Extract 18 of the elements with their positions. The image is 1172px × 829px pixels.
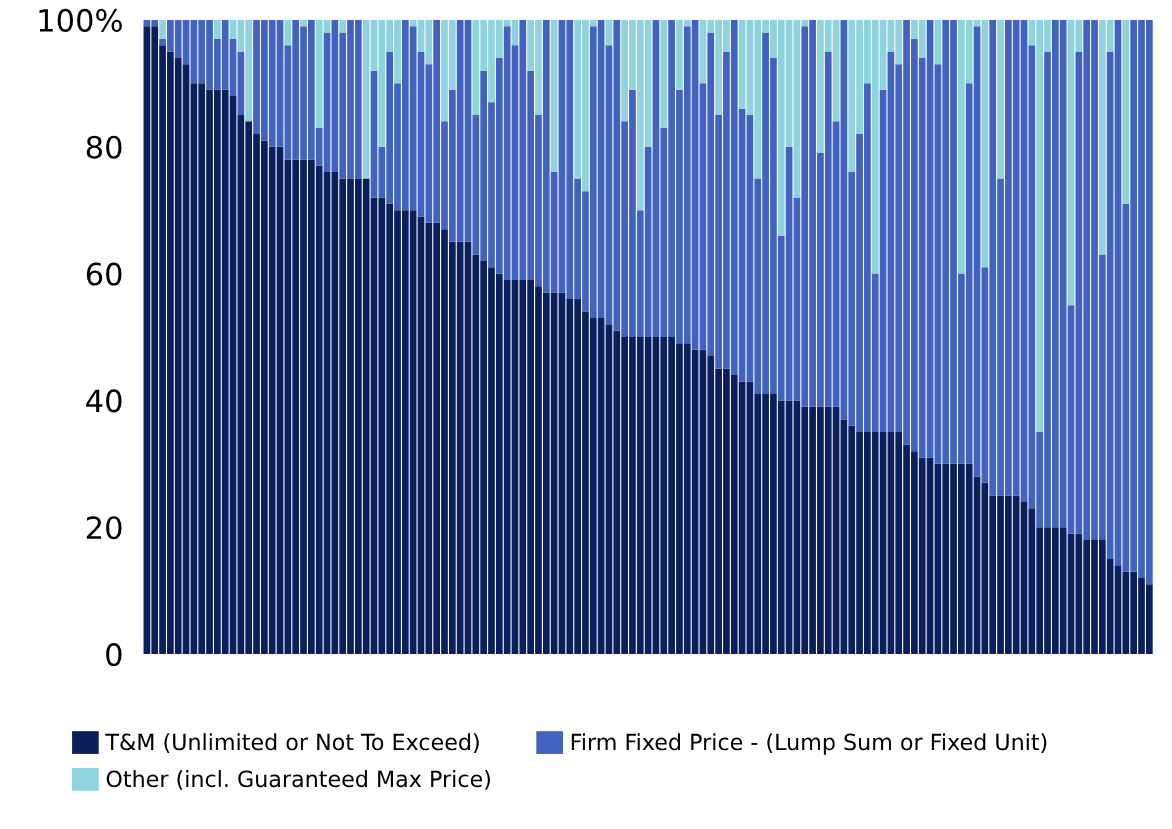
bar — [159, 19, 166, 39]
bar — [550, 19, 558, 173]
y-tick-label: 20 — [86, 516, 122, 540]
y-tick-label: 0 — [106, 643, 122, 667]
bar — [284, 19, 292, 46]
y-tick-label: 60 — [86, 262, 122, 286]
bar — [339, 19, 347, 33]
y-tick-label: 100% — [39, 8, 122, 32]
bar — [300, 19, 307, 27]
y-tick-label: 40 — [86, 389, 122, 413]
y-tick-label: 80 — [86, 135, 122, 159]
bar — [214, 19, 221, 39]
legend-label: T&M (Unlimited or Not To Exceed) — [105, 733, 479, 753]
bar — [660, 19, 668, 128]
bar — [997, 19, 1004, 179]
bar — [1122, 19, 1130, 204]
legend-label: Other (incl. Guaranteed Max Price) — [106, 770, 490, 790]
legend-label: Firm Fixed Price - (Lump Sum or Fixed Unit) — [571, 733, 1047, 755]
